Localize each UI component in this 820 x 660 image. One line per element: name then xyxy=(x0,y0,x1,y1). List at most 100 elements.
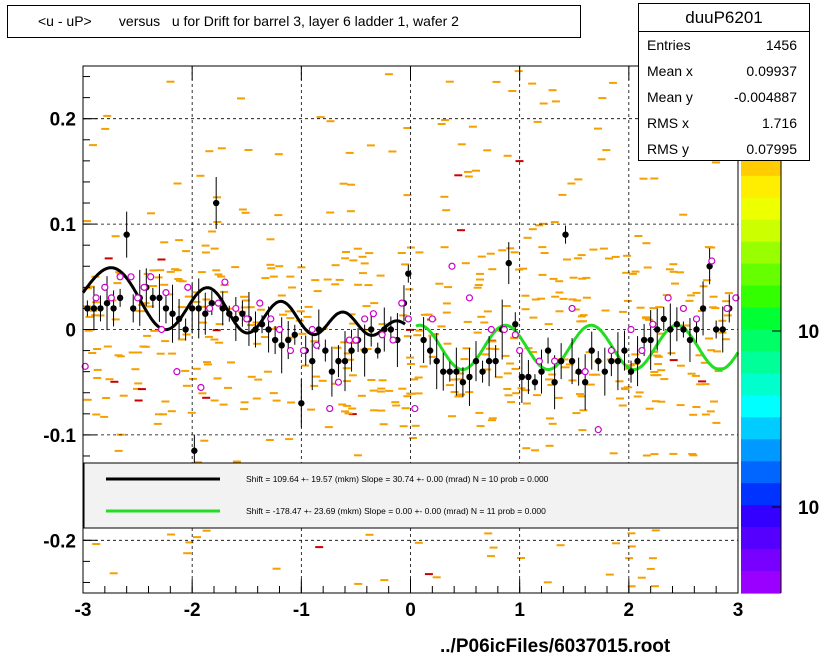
histogram-bin xyxy=(265,439,274,441)
histogram-bin xyxy=(654,363,663,365)
histogram-bin xyxy=(161,400,170,403)
histogram-bin xyxy=(537,297,545,300)
histogram-bin xyxy=(240,408,249,411)
legend-entry-green: Shift = -178.47 +- 23.69 (mkm) Slope = 0… xyxy=(246,506,546,516)
histogram-bin xyxy=(267,267,276,270)
histogram-bin xyxy=(457,229,465,232)
histogram-bin xyxy=(528,82,537,85)
x-tick-labels: -3 -2 -1 0 1 2 3 xyxy=(75,600,744,621)
histogram-bin xyxy=(637,576,646,579)
data-point-open xyxy=(275,325,284,334)
histogram-bin xyxy=(200,305,208,308)
data-point-filled xyxy=(252,326,259,333)
data-point-open xyxy=(243,315,251,323)
histogram-bin xyxy=(642,316,650,319)
histogram-bin xyxy=(403,127,412,129)
histogram-bin xyxy=(232,460,241,463)
histogram-bin xyxy=(194,461,203,464)
histogram-bin xyxy=(181,369,190,372)
data-point-filled xyxy=(453,368,460,375)
histogram-bin xyxy=(522,402,531,405)
stats-value: 0.07995 xyxy=(746,141,797,157)
histogram-bin xyxy=(378,379,387,382)
histogram-bin xyxy=(598,97,607,100)
histogram-bin xyxy=(484,532,493,535)
histogram-bin xyxy=(510,251,519,254)
data-point-open xyxy=(465,294,474,302)
histogram-bin xyxy=(444,286,453,289)
histogram-bin xyxy=(528,228,537,231)
data-point-filled xyxy=(673,321,681,328)
histogram-bin xyxy=(709,306,718,309)
data-point-filled xyxy=(368,326,375,333)
data-point-filled xyxy=(285,336,292,344)
histogram-bin xyxy=(538,246,547,249)
histogram-bin xyxy=(414,392,423,395)
data-point-filled xyxy=(405,270,412,277)
histogram-bin xyxy=(512,392,521,395)
x-tick-label: 0 xyxy=(405,600,416,621)
histogram-bin xyxy=(621,387,629,390)
histogram-bin xyxy=(700,361,709,364)
histogram-bin xyxy=(84,329,93,332)
histogram-bin xyxy=(579,409,588,412)
histogram-bin xyxy=(441,119,450,122)
histogram-bin xyxy=(331,283,340,286)
histogram-bin xyxy=(391,401,400,404)
data-point-filled xyxy=(660,315,667,323)
histogram-bin xyxy=(212,329,221,332)
histogram-bin xyxy=(669,263,678,266)
histogram-bin xyxy=(198,392,207,395)
data-point-filled xyxy=(634,357,641,365)
histogram-bin xyxy=(102,397,111,399)
histogram-bin xyxy=(344,412,353,415)
data-point-open xyxy=(664,294,672,302)
histogram-bin xyxy=(539,102,548,105)
histogram-bin xyxy=(210,338,219,341)
data-point-filled xyxy=(208,299,216,307)
data-point-open xyxy=(361,315,369,323)
data-point-filled xyxy=(654,326,661,333)
histogram-bin xyxy=(137,310,146,313)
histogram-bin xyxy=(301,364,309,367)
histogram-bin xyxy=(161,340,170,343)
histogram-bin xyxy=(692,291,701,294)
histogram-bin xyxy=(605,573,614,576)
histogram-bin xyxy=(548,422,557,425)
palette-cell xyxy=(741,461,781,484)
histogram-bin xyxy=(555,291,564,294)
axis-ticks xyxy=(82,66,739,593)
histogram-bin xyxy=(567,182,576,185)
histogram-bin xyxy=(658,332,667,335)
histogram-bin xyxy=(611,255,620,258)
histogram-bin xyxy=(457,143,466,146)
data-point-open xyxy=(732,294,740,302)
histogram-bin xyxy=(279,313,287,316)
histogram-bin xyxy=(657,369,666,372)
data-point-open xyxy=(500,325,508,334)
histogram-bin xyxy=(237,97,245,100)
data-point-filled xyxy=(608,357,615,365)
histogram-bin xyxy=(100,415,109,418)
data-point-open xyxy=(378,331,386,339)
histogram-bin xyxy=(701,413,710,416)
histogram-bin xyxy=(244,149,253,151)
histogram-bin xyxy=(388,150,397,153)
histogram-bin xyxy=(333,346,342,349)
histogram-bin xyxy=(109,572,118,575)
histogram-bin xyxy=(176,279,184,282)
histogram-bin xyxy=(348,407,357,410)
histogram-bin xyxy=(166,270,175,273)
data-point-filled xyxy=(335,357,342,365)
data-point-open xyxy=(308,325,316,334)
stats-key: Mean y xyxy=(647,89,693,105)
data-point-open xyxy=(638,346,646,355)
histogram-bin xyxy=(208,230,217,233)
histogram-bin xyxy=(454,174,463,177)
histogram-bin xyxy=(354,582,363,585)
histogram-bin xyxy=(213,196,221,199)
palette-cell xyxy=(741,329,781,353)
histogram-bin xyxy=(709,295,718,298)
data-point-open xyxy=(158,325,166,334)
histogram-bin xyxy=(442,311,451,314)
